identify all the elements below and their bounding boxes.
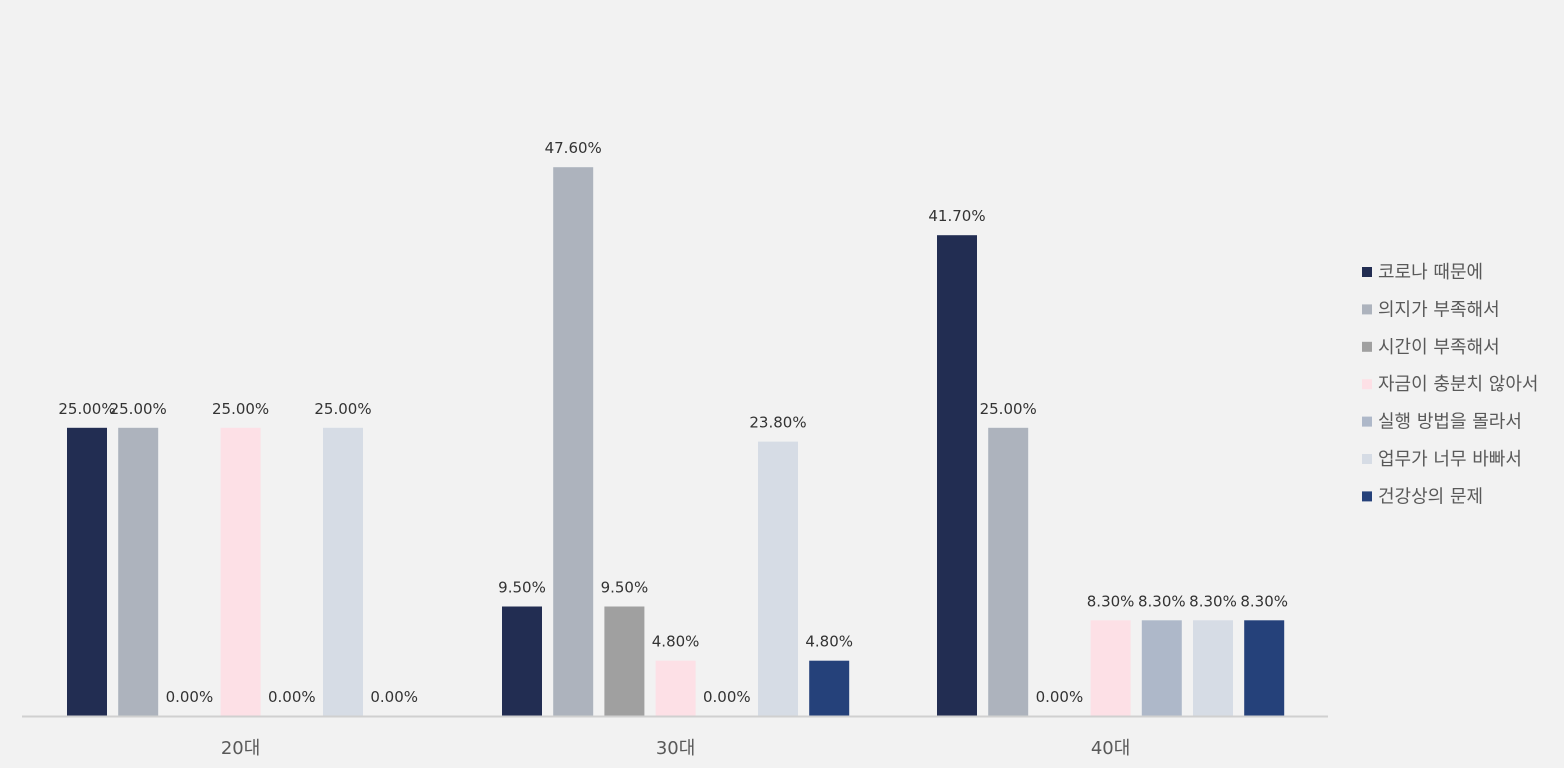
data-label: 0.00% <box>166 688 214 706</box>
bar-40대-series-5 <box>1141 620 1182 716</box>
data-label: 0.00% <box>703 688 751 706</box>
data-label: 25.00% <box>314 400 371 418</box>
data-label: 0.00% <box>1036 688 1084 706</box>
legend-swatch <box>1362 491 1372 502</box>
legend-swatch <box>1362 454 1372 464</box>
legend-swatch <box>1362 341 1372 352</box>
bar-20대-series-2 <box>118 427 159 717</box>
data-label: 8.30% <box>1189 592 1237 610</box>
data-label: 25.00% <box>58 400 115 418</box>
legend-swatch <box>1362 267 1372 277</box>
bar-30대-series-3 <box>604 606 645 716</box>
data-label: 4.80% <box>652 633 700 651</box>
data-label: 4.80% <box>805 633 853 651</box>
data-label: 0.00% <box>268 688 316 706</box>
data-label: 0.00% <box>370 688 418 706</box>
data-label: 8.30% <box>1240 592 1288 610</box>
legend-swatch <box>1362 379 1372 390</box>
bar-30대-series-2 <box>553 167 594 716</box>
data-label: 8.30% <box>1138 592 1186 610</box>
x-tick-label: 40대 <box>1091 738 1130 759</box>
legend-item-label: 의지가 부족해서 <box>1378 299 1500 320</box>
bar-40대-series-1 <box>937 235 977 716</box>
bar-40대-series-7 <box>1244 620 1285 716</box>
legend-item-label: 업무가 너무 바빠서 <box>1378 449 1522 470</box>
data-label: 25.00% <box>110 400 167 418</box>
bar-30대-series-4 <box>655 660 696 716</box>
data-label: 9.50% <box>498 579 546 597</box>
data-label: 25.00% <box>212 400 269 418</box>
bar-20대-series-4 <box>220 427 261 717</box>
legend-item-label: 코로나 때문에 <box>1378 262 1483 283</box>
data-label: 25.00% <box>980 400 1037 418</box>
bar-30대-series-1 <box>502 606 542 716</box>
bar-30대-series-7 <box>809 660 850 716</box>
legend-swatch <box>1362 304 1372 315</box>
bar-40대-series-4 <box>1090 620 1131 716</box>
legend-item-label: 실행 방법을 몰라서 <box>1378 412 1522 433</box>
data-label: 41.70% <box>928 207 985 225</box>
data-label: 9.50% <box>601 579 649 597</box>
data-label: 47.60% <box>545 139 602 157</box>
data-label: 23.80% <box>749 414 806 432</box>
bars-layer <box>67 167 1285 717</box>
legend-swatch <box>1362 416 1372 427</box>
x-tick-label: 20대 <box>221 738 260 759</box>
legend-item-label: 시간이 부족해서 <box>1378 337 1500 358</box>
bar-20대-series-1 <box>67 427 107 717</box>
x-tick-label: 30대 <box>656 738 695 759</box>
bar-30대-series-6 <box>758 441 798 716</box>
data-labels-layer: 25.00%25.00%0.00%25.00%0.00%25.00%0.00%9… <box>58 139 1288 706</box>
x-tick-labels: 20대 30대 40대 <box>221 738 1130 759</box>
legend-item-label: 자금이 충분치 않아서 <box>1378 374 1538 395</box>
bar-20대-series-6 <box>323 427 363 717</box>
legend-item-label: 건강상의 문제 <box>1378 486 1483 507</box>
data-label: 8.30% <box>1087 592 1135 610</box>
bar-40대-series-6 <box>1193 620 1233 716</box>
bar-40대-series-2 <box>988 427 1029 717</box>
